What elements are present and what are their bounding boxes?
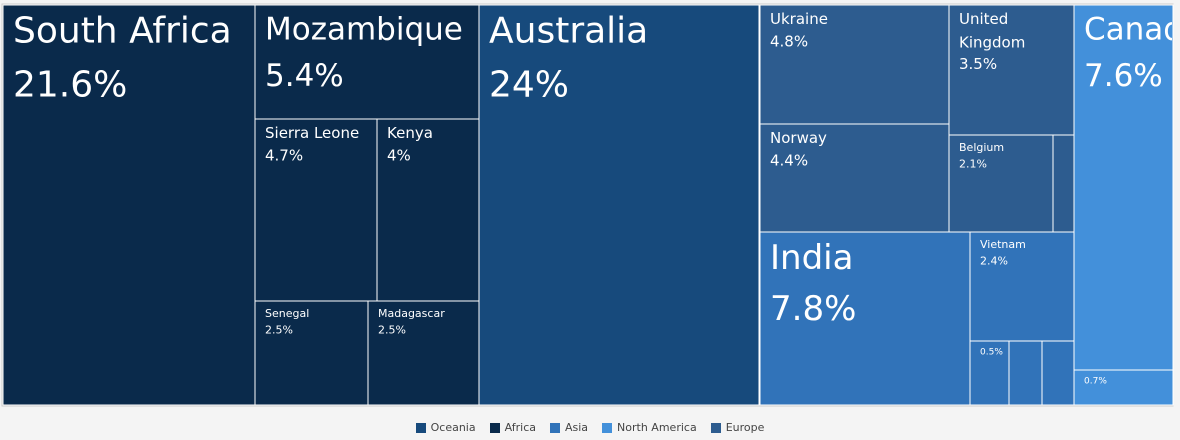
tile-labels: Vietnam 2.4% bbox=[980, 238, 1026, 268]
tile bbox=[759, 4, 950, 125]
tile-labels: Mozambique 5.4% bbox=[265, 11, 463, 94]
legend-swatch bbox=[549, 422, 560, 433]
tile-labels: Norway 4.4% bbox=[770, 129, 827, 170]
legend-item[interactable]: Asia bbox=[549, 421, 589, 434]
tile-labels: 0.5% bbox=[980, 348, 1003, 358]
tile bbox=[948, 134, 1054, 233]
tile-value: 4.8% bbox=[770, 33, 808, 51]
tile-labels: 0.7% bbox=[1084, 377, 1107, 387]
tile-value: 0.7% bbox=[1084, 377, 1107, 387]
tile bbox=[254, 300, 369, 406]
legend-label: Asia bbox=[564, 421, 589, 434]
tile-labels: Australia 24% bbox=[489, 11, 648, 106]
tile-value: 7.6% bbox=[1084, 58, 1163, 94]
legend-item[interactable]: Europe bbox=[710, 421, 765, 434]
tile-value: 4.4% bbox=[770, 152, 808, 170]
tile-labels: Belgium 2.1% bbox=[959, 141, 1004, 171]
tile bbox=[2, 4, 256, 406]
tile-name: Norway bbox=[770, 129, 827, 147]
legend-label: Africa bbox=[504, 421, 536, 434]
legend-swatch bbox=[415, 422, 426, 433]
tile-value: 21.6% bbox=[13, 65, 127, 106]
tile-labels: Kenya 4% bbox=[387, 124, 433, 165]
tile bbox=[376, 118, 480, 302]
tile-labels: Madagascar 2.5% bbox=[378, 307, 445, 337]
tile-value: 24% bbox=[489, 65, 569, 106]
tile bbox=[948, 4, 1075, 136]
legend-label: Europe bbox=[725, 421, 765, 434]
tile-name: Vietnam bbox=[980, 238, 1026, 251]
legend: Oceania Africa Asia North America Europe bbox=[0, 421, 1180, 434]
tile-name: Canada bbox=[1084, 11, 1180, 47]
treemap: Australia 24% South Africa 21.6% Mozambique 5… bbox=[1, 3, 1180, 407]
tile-labels: Senegal 2.5% bbox=[265, 307, 309, 337]
tile bbox=[1073, 369, 1174, 406]
tile-labels: Ukraine 4.8% bbox=[770, 10, 828, 51]
legend-item[interactable]: North America bbox=[602, 421, 697, 434]
tile bbox=[367, 300, 480, 406]
tile bbox=[969, 340, 1010, 406]
tile-name: South Africa bbox=[13, 11, 232, 52]
tile-labels: Canada 7.6% bbox=[1084, 11, 1180, 94]
tile-value: 3.5% bbox=[959, 55, 997, 73]
tile-name: Australia bbox=[489, 11, 648, 52]
tile-value: 5.4% bbox=[265, 58, 344, 94]
tile-value: 4% bbox=[387, 147, 411, 165]
tile-labels: India 7.8% bbox=[770, 238, 856, 329]
tile-value: 2.4% bbox=[980, 255, 1008, 268]
legend-label: Oceania bbox=[430, 421, 476, 434]
tile-name: Kenya bbox=[387, 124, 433, 142]
tile-value: 2.5% bbox=[265, 324, 293, 337]
tile-name: Mozambique bbox=[265, 11, 463, 47]
tile-name: Ukraine bbox=[770, 10, 828, 28]
tile-value: 2.1% bbox=[959, 158, 987, 171]
legend-label: North America bbox=[617, 421, 697, 434]
tile bbox=[478, 4, 760, 406]
tile-value: 0.5% bbox=[980, 348, 1003, 358]
legend-item[interactable]: Oceania bbox=[415, 421, 476, 434]
legend-swatch bbox=[710, 422, 721, 433]
tile bbox=[1052, 134, 1075, 233]
tile-name: United Kingdom bbox=[959, 10, 1025, 51]
tile-name: India bbox=[770, 238, 853, 278]
legend-swatch bbox=[489, 422, 500, 433]
tile-value: 7.8% bbox=[770, 289, 856, 329]
tile bbox=[759, 231, 971, 406]
tile bbox=[759, 123, 950, 233]
tile-name: Madagascar bbox=[378, 307, 445, 320]
legend-item[interactable]: Africa bbox=[489, 421, 536, 434]
tile-value: 2.5% bbox=[378, 324, 406, 337]
tile-labels: Sierra Leone 4.7% bbox=[265, 124, 359, 165]
tile-labels: South Africa 21.6% bbox=[13, 11, 232, 106]
tile bbox=[254, 118, 378, 302]
tile bbox=[1041, 340, 1075, 406]
tile-name: Belgium bbox=[959, 141, 1004, 154]
tile bbox=[1008, 340, 1043, 406]
legend-swatch bbox=[602, 422, 613, 433]
tile-labels: United Kingdom 3.5% bbox=[959, 10, 1025, 73]
tile-value: 4.7% bbox=[265, 147, 303, 165]
tile bbox=[1073, 4, 1174, 371]
tile-name: Senegal bbox=[265, 307, 309, 320]
tile-name: Sierra Leone bbox=[265, 124, 359, 142]
